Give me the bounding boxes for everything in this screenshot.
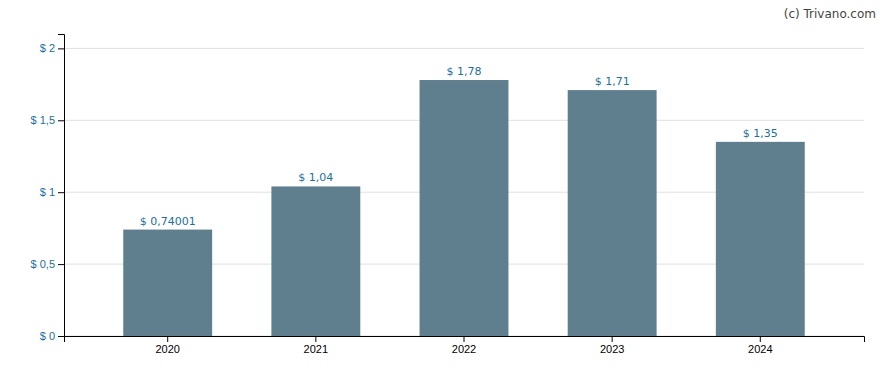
bar	[123, 230, 212, 336]
grid-line	[64, 48, 864, 49]
x-tick: 2021	[304, 336, 328, 355]
y-tick: $ 1,5	[31, 114, 64, 126]
axis-line	[58, 35, 65, 337]
grid	[64, 48, 864, 336]
y-tick: $ 0	[40, 330, 64, 342]
tick-label: $ 0	[40, 330, 55, 342]
data-label: $ 1,78	[447, 65, 482, 78]
bars	[123, 80, 804, 336]
tick-label: $ 1	[40, 186, 55, 198]
tick-mark	[315, 336, 316, 342]
bar	[716, 142, 805, 336]
plot: $ 0 $ 0,5 $ 1 $ 1,5 $ 2 2020 2021 2022 2023 2024 $…	[31, 35, 865, 355]
tick-label: 2022	[452, 343, 476, 355]
chart: $ 0 $ 0,5 $ 1 $ 1,5 $ 2 2020 2021 2022 2023 2024 $…	[0, 0, 888, 370]
x-tick: 2020	[155, 336, 179, 355]
bar	[420, 80, 509, 336]
x-axis: 2020 2021 2022 2023 2024	[65, 336, 865, 355]
tick-mark	[58, 336, 64, 337]
x-tick: 2022	[452, 336, 476, 355]
data-label: $ 1,35	[743, 127, 778, 140]
axis-line	[65, 337, 865, 343]
tick-label: $ 0,5	[31, 258, 55, 270]
x-tick: 2023	[600, 336, 624, 355]
y-tick: $ 0,5	[31, 258, 64, 270]
tick-label: 2023	[600, 343, 624, 355]
tick-mark	[58, 264, 64, 265]
tick-label: $ 1,5	[31, 114, 55, 126]
data-label: $ 0,74001	[140, 215, 196, 228]
tick-label: 2024	[748, 343, 772, 355]
tick-mark	[58, 192, 64, 193]
annotation: (c) Trivano.com	[784, 7, 876, 21]
data-labels: $ 0,74001 $ 1,04 $ 1,78 $ 1,71 $ 1,35	[140, 65, 778, 228]
tick-mark	[612, 336, 613, 342]
y-tick: $ 1	[40, 186, 64, 198]
tick-mark	[760, 336, 761, 342]
data-label: $ 1,71	[595, 75, 630, 88]
bar	[271, 186, 360, 336]
tick-mark	[58, 120, 64, 121]
tick-label: 2021	[304, 343, 328, 355]
y-axis: $ 0 $ 0,5 $ 1 $ 1,5 $ 2	[31, 35, 65, 343]
tick-mark	[58, 48, 64, 49]
data-label: $ 1,04	[298, 171, 333, 184]
tick-label: $ 2	[40, 42, 55, 54]
tick-mark	[167, 336, 168, 342]
bar	[568, 90, 657, 336]
tick-label: 2020	[155, 343, 179, 355]
y-tick: $ 2	[40, 42, 64, 54]
x-tick: 2024	[748, 336, 772, 355]
tick-mark	[464, 336, 465, 342]
